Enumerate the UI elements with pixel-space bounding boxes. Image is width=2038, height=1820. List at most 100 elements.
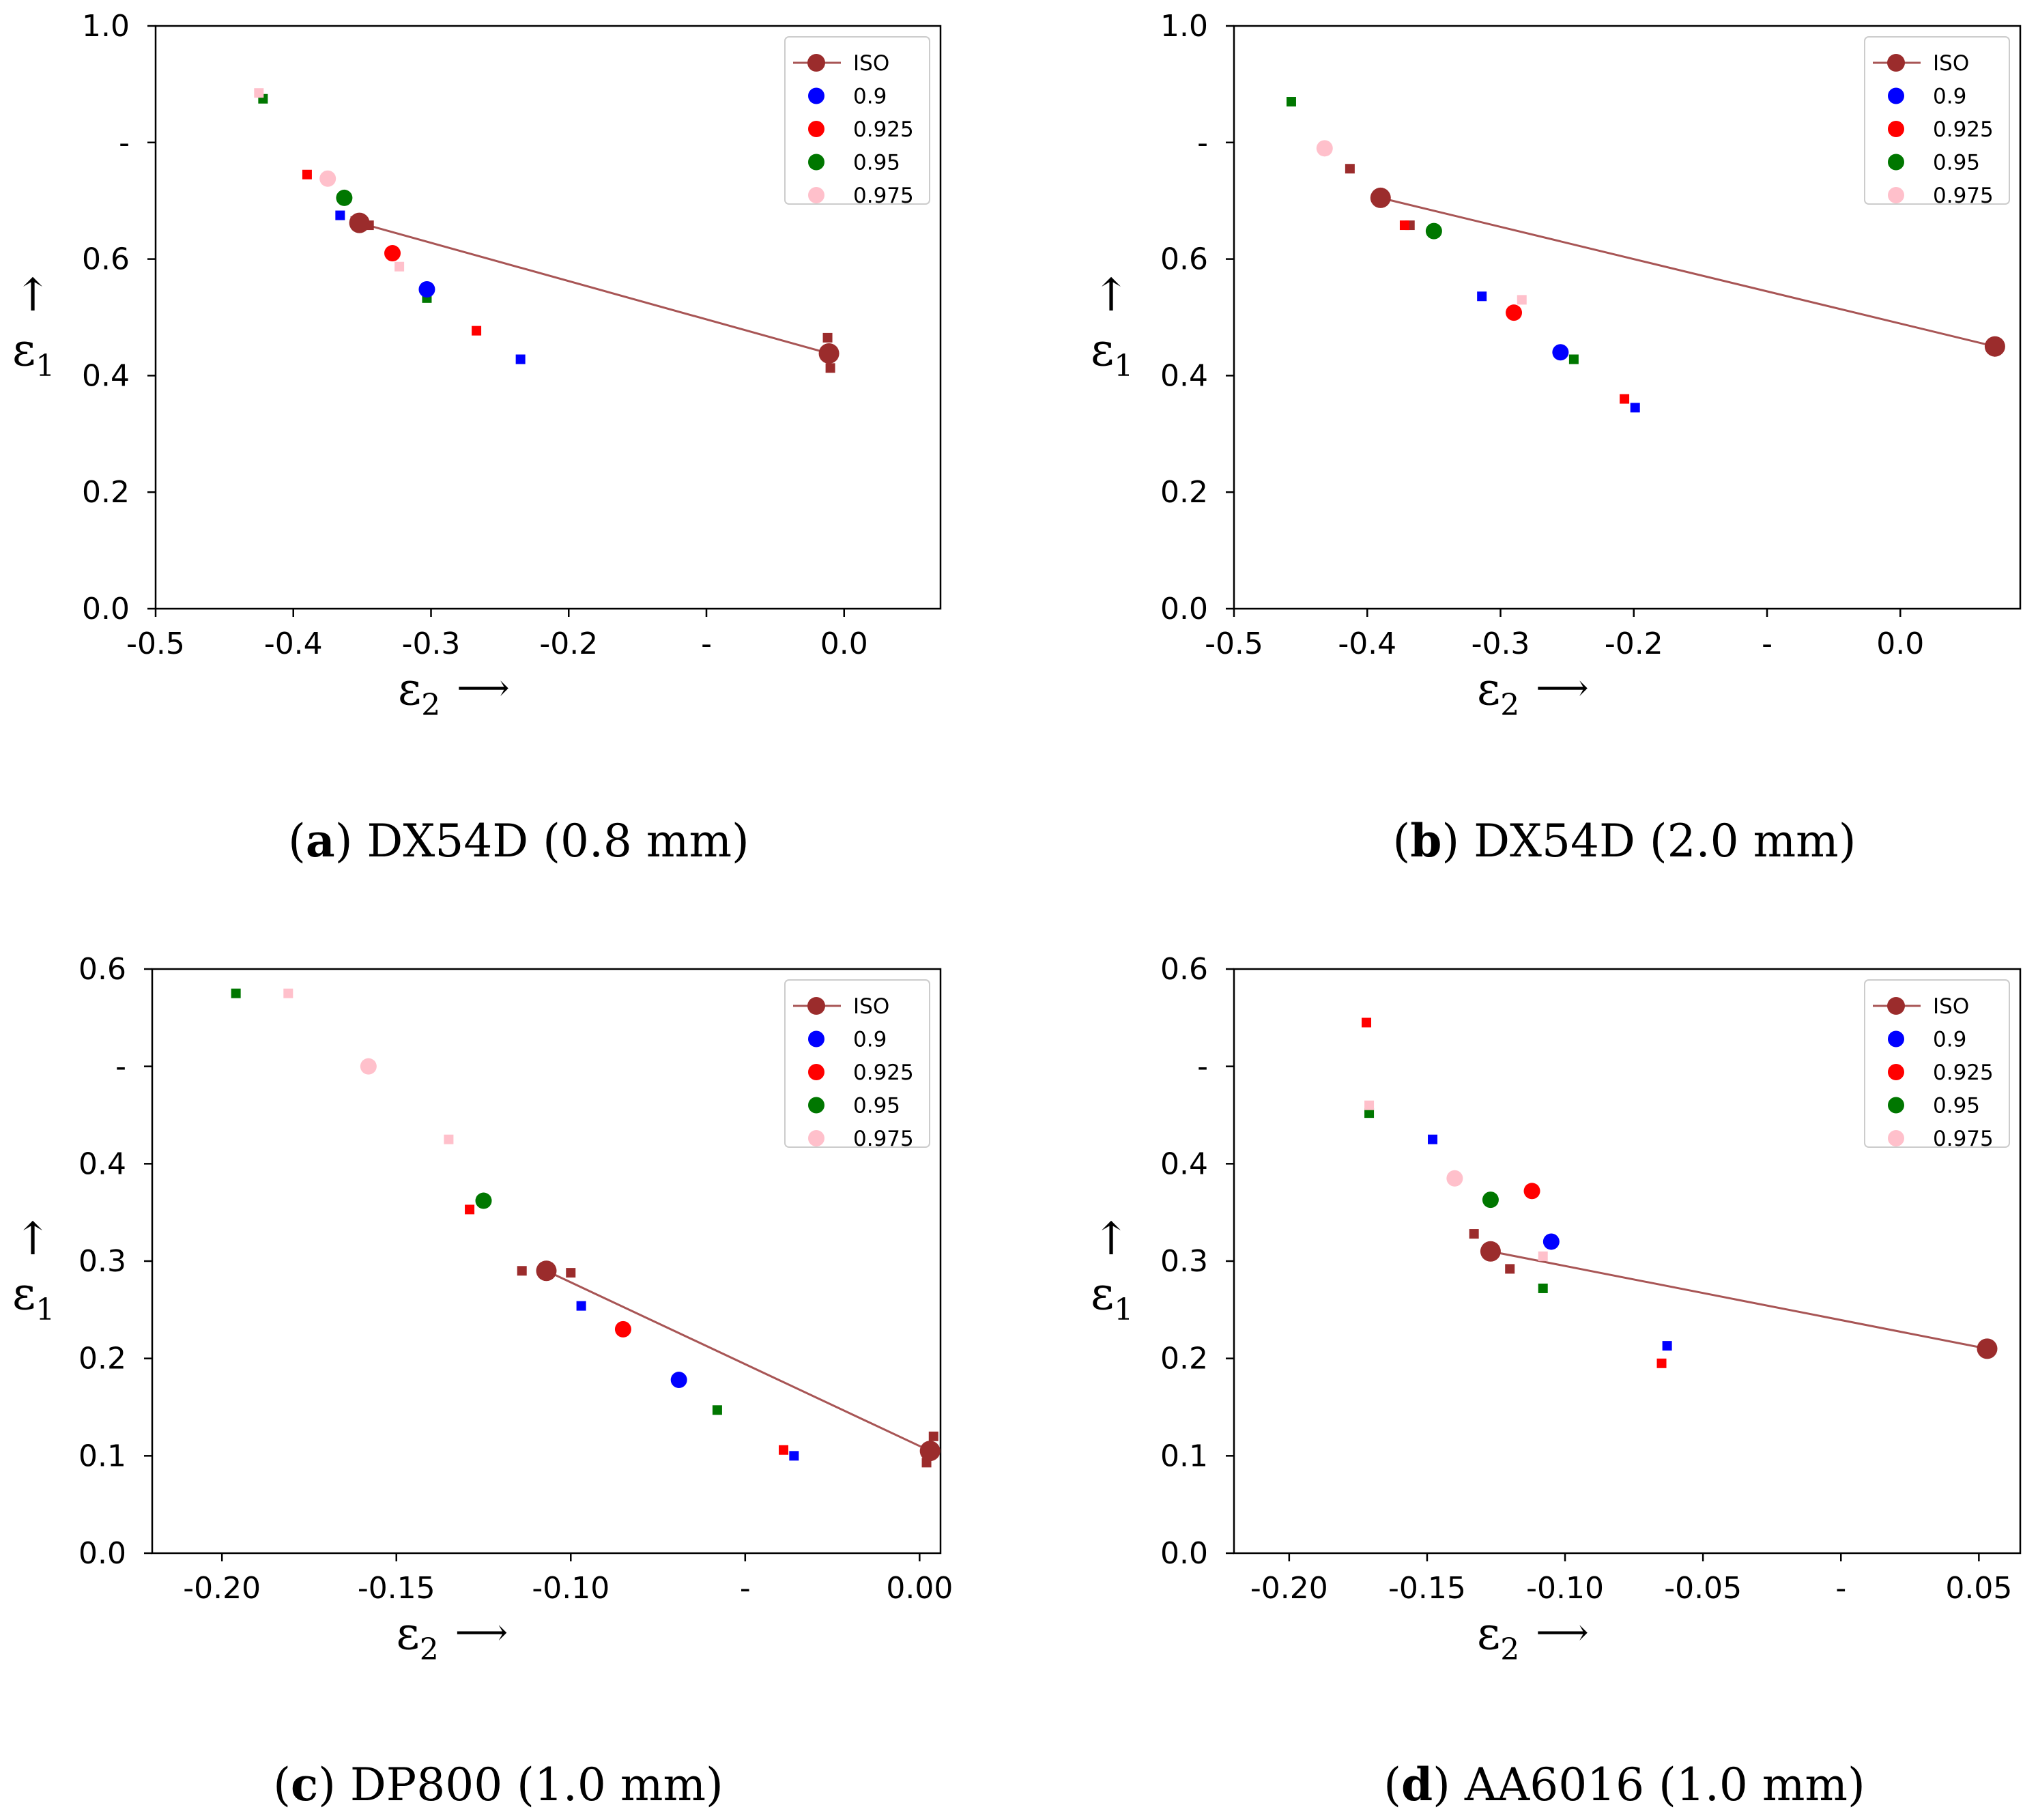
- small-point-0.9: [576, 1301, 586, 1311]
- small-point-0.975: [254, 88, 264, 98]
- x-tick-label: -0.2: [539, 626, 598, 661]
- caption-text: AA6016 (1.0 mm): [1464, 1759, 1865, 1811]
- large-point-ISO: [1984, 336, 2005, 357]
- y-axis-arrow: ↑: [14, 269, 51, 321]
- y-tick-label: -: [119, 126, 130, 160]
- large-point-ISO: [536, 1260, 557, 1282]
- y-axis-label: ε1: [1091, 1267, 1133, 1327]
- x-tick-label: -: [1835, 1571, 1846, 1606]
- caption-open: (: [273, 1759, 291, 1811]
- legend-label: 0.95: [853, 1094, 900, 1118]
- x-axis-arrow: ⟶: [457, 666, 509, 709]
- y-tick-label: 0.4: [1160, 1146, 1208, 1181]
- small-point-ISO: [1469, 1229, 1479, 1239]
- legend-marker-0.9: [808, 1030, 824, 1048]
- small-point-0.95: [1286, 97, 1296, 107]
- y-tick-label: 0.4: [78, 1146, 126, 1181]
- x-tick-label: -0.10: [1526, 1571, 1604, 1606]
- x-tick-label: -0.2: [1605, 626, 1663, 661]
- x-axis-symbol: ε: [397, 1607, 420, 1660]
- legend-marker-0.975: [1888, 1130, 1904, 1146]
- y-axis-label: ε1: [12, 1267, 55, 1327]
- x-axis-label: ε2 ⟶: [1477, 663, 1589, 723]
- y-tick-label: 1.0: [82, 9, 130, 44]
- panel-caption: (c) DP800 (1.0 mm): [273, 1758, 723, 1811]
- large-point-0.975: [360, 1058, 377, 1075]
- x-tick-label: 0.00: [886, 1571, 953, 1606]
- legend-label: 0.975: [1933, 184, 1994, 208]
- small-point-0.9: [335, 210, 345, 220]
- y-tick-label: 0.0: [1160, 1536, 1208, 1571]
- large-point-ISO: [1480, 1241, 1501, 1262]
- large-point-0.95: [1482, 1191, 1499, 1209]
- small-point-0.95: [712, 1405, 722, 1415]
- y-tick-label: 0.1: [78, 1439, 126, 1473]
- y-tick-label: 0.4: [82, 358, 130, 393]
- small-point-0.925: [1362, 1017, 1372, 1028]
- legend-marker-0.95: [808, 1097, 824, 1114]
- legend-marker-0.95: [1888, 154, 1904, 171]
- large-point-0.95: [1425, 222, 1442, 240]
- y-tick-label: -: [1197, 126, 1208, 160]
- y-axis-symbol: ε: [1091, 323, 1114, 376]
- legend-marker-iso: [807, 997, 825, 1015]
- caption-close: ): [318, 1759, 350, 1811]
- caption-letter: d: [1401, 1758, 1433, 1811]
- caption-open: (: [1383, 1759, 1401, 1811]
- legend-label: 0.925: [853, 117, 914, 142]
- small-point-0.925: [779, 1445, 789, 1455]
- chart-panel-d: -0.20 -0.15 -0.10 -0.05-0.050.00.10.20.30.4…: [1091, 952, 2022, 1811]
- x-tick-label: 0.05: [1945, 1571, 2012, 1606]
- legend-marker-iso: [1887, 54, 1905, 72]
- chart-panel-b: -0.5 -0.4 -0.3 -0.2-0.00.00.20.40.6-1.0ε2 ⟶↑…: [1091, 9, 2022, 867]
- small-point-ISO: [825, 363, 835, 373]
- small-point-0.975: [394, 261, 405, 272]
- x-tick-label: -0.3: [1472, 626, 1530, 661]
- caption-close: ): [1441, 815, 1474, 867]
- x-tick-label: -0.20: [1250, 1571, 1328, 1606]
- legend-marker-0.95: [1888, 1097, 1904, 1114]
- y-tick-label: 0.6: [82, 242, 130, 277]
- y-tick-label: 0.0: [82, 592, 130, 626]
- legend: ISO 0.9 0.925 0.95 0.975: [1864, 36, 2010, 208]
- caption-letter: b: [1410, 814, 1441, 867]
- y-axis-label: ε1: [1091, 323, 1133, 384]
- legend-label: 0.975: [853, 184, 914, 208]
- x-tick-label: -0.15: [1388, 1571, 1466, 1606]
- small-point-0.95: [1364, 1108, 1375, 1118]
- caption-open: (: [1392, 815, 1410, 867]
- caption-letter: a: [306, 814, 335, 867]
- y-tick-label: 0.2: [78, 1342, 126, 1376]
- y-tick-label: 0.3: [1160, 1244, 1208, 1279]
- x-axis-symbol: ε: [1477, 1607, 1500, 1660]
- small-point-0.975: [1517, 295, 1527, 305]
- y-axis-symbol: ε: [1091, 1267, 1114, 1320]
- large-point-ISO: [818, 343, 839, 364]
- legend-marker-0.9: [808, 87, 824, 104]
- y-tick-label: 0.1: [1160, 1439, 1208, 1473]
- x-tick-label: -0.10: [532, 1571, 609, 1606]
- x-axis-symbol: ε: [398, 663, 421, 715]
- panel-caption: (b) DX54D (2.0 mm): [1392, 814, 1856, 867]
- x-tick-label: -0.15: [358, 1571, 435, 1606]
- x-axis-arrow: ⟶: [1536, 1610, 1588, 1653]
- y-axis-label: ε1: [12, 323, 55, 384]
- legend-marker-0.925: [808, 1064, 824, 1080]
- iso-series-line: [359, 222, 829, 355]
- large-point-0.9: [1542, 1233, 1560, 1250]
- large-point-0.925: [1523, 1183, 1540, 1200]
- small-point-0.9: [789, 1451, 799, 1461]
- legend-marker-0.925: [1888, 1064, 1904, 1080]
- y-axis-subscript: 1: [1114, 349, 1133, 384]
- y-tick-label: 0.3: [78, 1244, 126, 1279]
- small-point-ISO: [517, 1266, 527, 1276]
- large-point-0.925: [614, 1320, 631, 1338]
- legend-label: ISO: [1933, 994, 1969, 1019]
- legend-marker-0.9: [1888, 1030, 1904, 1048]
- legend-label: 0.95: [1933, 151, 1980, 175]
- x-tick-label: -: [1762, 626, 1773, 661]
- x-axis-arrow: ⟶: [1536, 666, 1588, 709]
- small-point-0.975: [1538, 1251, 1548, 1261]
- small-point-0.9: [1428, 1134, 1438, 1144]
- legend-marker-0.975: [808, 187, 824, 203]
